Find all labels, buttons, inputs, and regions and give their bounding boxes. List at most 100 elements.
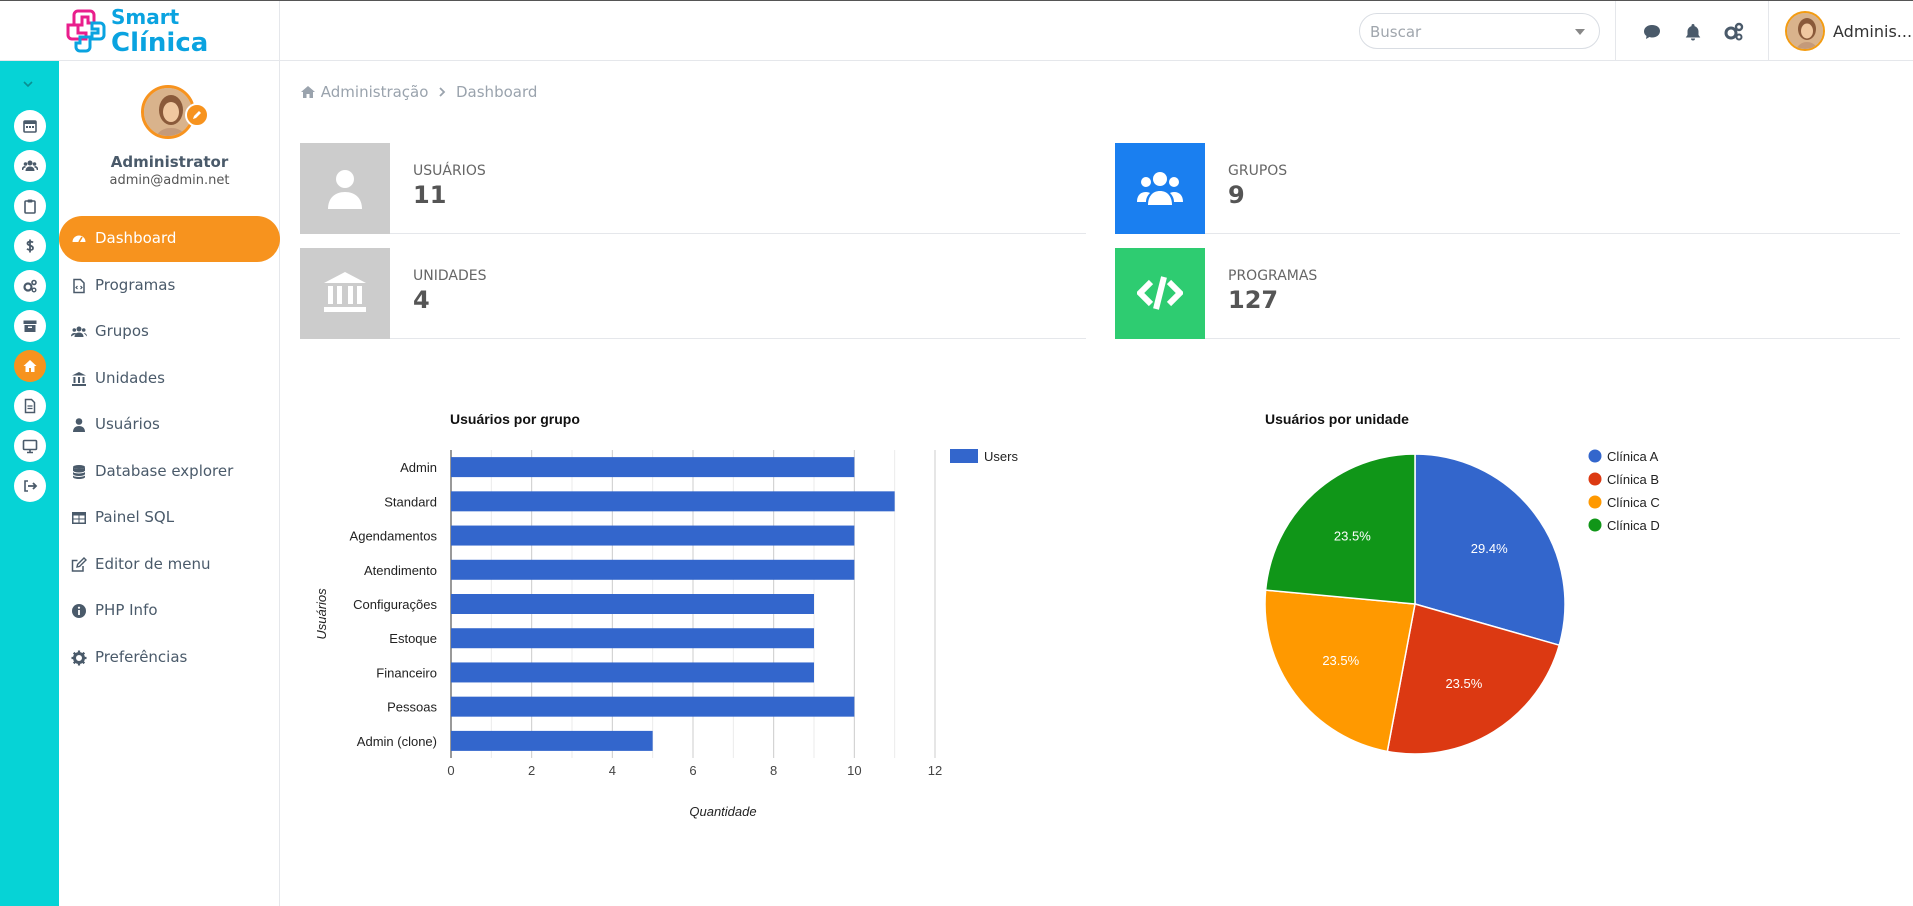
divider [1615,1,1616,61]
divider [1768,1,1769,61]
database-icon [72,465,86,479]
legend-label: Users [984,449,1018,464]
edit-icon [71,557,87,572]
logo-text-top: Smart [111,5,180,29]
stat-card-usuarios[interactable]: USUÁRIOS 11 [300,143,1086,234]
stat-card-programas[interactable]: PROGRAMAS 127 [1115,248,1900,339]
table-icon [72,512,86,524]
sidebar-item-label: Database explorer [95,462,234,480]
slice-label: 29.4% [1471,541,1508,556]
user-name[interactable]: Adminis... [1833,22,1913,41]
chevron-right-icon [439,86,446,97]
pie-slice[interactable] [1414,453,1566,647]
cogs-icon [23,279,37,293]
chat-icon[interactable] [1641,21,1663,43]
legend-label: Clínica B [1607,472,1659,487]
profile-email: admin@admin.net [109,173,230,188]
pie-slice[interactable] [1264,453,1416,605]
rail-dollar[interactable] [14,230,46,262]
avatar[interactable] [1785,11,1825,51]
search-placeholder: Buscar [1370,23,1422,41]
rail-monitor[interactable] [14,430,46,462]
slice-label: 23.5% [1445,676,1482,691]
bar[interactable] [451,594,814,614]
sidebar-item-label: Painel SQL [95,508,175,526]
rail-clipboard[interactable] [14,190,46,222]
legend-swatch[interactable] [950,449,978,463]
sidebar-item-editor-de-menu[interactable]: Editor de menu [59,542,280,588]
bell-icon[interactable] [1682,21,1704,43]
stat-icon-box [300,248,390,339]
breadcrumb-root[interactable]: Administração [320,82,429,101]
y-axis-title: Usuários [314,588,329,640]
code-icon [1137,276,1183,310]
sidebar-item-php-info[interactable]: PHP Info [59,588,280,634]
stat-label: USUÁRIOS [413,163,486,179]
pie-slice[interactable] [1386,603,1561,755]
legend-swatch[interactable] [1588,495,1602,509]
home-icon[interactable] [300,85,316,99]
bar[interactable] [451,491,895,512]
x-axis-title: Quantidade [689,804,756,819]
bar[interactable] [451,696,855,717]
legend-swatch[interactable] [1588,518,1602,532]
sidebar-item-preferencias[interactable]: Preferências [59,635,280,681]
stat-value: 4 [413,286,430,314]
chevron-down-icon[interactable] [1575,29,1585,35]
sidebar-item-database-explorer[interactable]: Database explorer [59,449,280,495]
avatar-image [1787,13,1823,49]
bar[interactable] [451,730,653,751]
rail-logout[interactable] [14,470,46,502]
sidebar-item-unidades[interactable]: Unidades [59,356,280,402]
tick-label: 6 [689,763,696,778]
sidebar-item-programas[interactable]: Programas [59,263,280,309]
rail-archive[interactable] [14,310,46,342]
logout-icon [24,480,38,492]
sidebar-item-dashboard[interactable]: Dashboard [59,216,280,262]
edit-profile-button[interactable] [185,103,209,127]
rail-users[interactable] [14,150,46,182]
stat-icon-box [1115,143,1205,234]
bar[interactable] [451,559,855,580]
stat-label: GRUPOS [1228,163,1288,179]
bar[interactable] [451,525,855,546]
tick-label: 2 [528,763,535,778]
stat-label: PROGRAMAS [1228,268,1318,284]
category-label: Financeiro [376,665,437,680]
pie-slice[interactable] [1264,589,1416,753]
sidebar-item-painel-sql[interactable]: Painel SQL [59,495,280,541]
file-icon [24,398,36,414]
logo-cross-icon [66,9,106,53]
rail-calendar[interactable] [14,110,46,142]
bar[interactable] [451,457,855,478]
bar-chart-title: Usuários por grupo [450,411,580,427]
monitor-icon [22,439,38,454]
rail-home[interactable] [14,350,46,382]
sidebar-item-label: Grupos [95,322,149,340]
tick-label: 4 [609,763,616,778]
slice-label: 23.5% [1322,653,1359,668]
icon-rail [0,61,59,906]
chevron-down-icon[interactable] [23,79,33,89]
brand[interactable]: Smart Clínica [0,1,280,61]
rail-cogs[interactable] [14,270,46,302]
avatar-image [144,88,192,136]
sidebar-item-label: Programas [95,276,176,294]
search-input[interactable]: Buscar [1359,13,1600,49]
sidebar-item-usuarios[interactable]: Usuários [59,402,280,448]
bar[interactable] [451,628,814,649]
legend-swatch[interactable] [1588,472,1602,486]
stat-icon-box [300,143,390,234]
legend-swatch[interactable] [1588,449,1602,463]
rail-file[interactable] [14,390,46,422]
stat-card-grupos[interactable]: GRUPOS 9 [1115,143,1900,234]
cogs-icon[interactable] [1723,21,1745,43]
tick-label: 0 [447,763,454,778]
sidebar-item-grupos[interactable]: Grupos [59,309,280,355]
sidebar-item-label: Usuários [95,415,160,433]
stat-card-unidades[interactable]: UNIDADES 4 [300,248,1086,339]
legend-label: Clínica C [1607,495,1660,510]
users-icon [71,326,87,337]
category-label: Estoque [389,631,437,646]
bar[interactable] [451,662,814,683]
